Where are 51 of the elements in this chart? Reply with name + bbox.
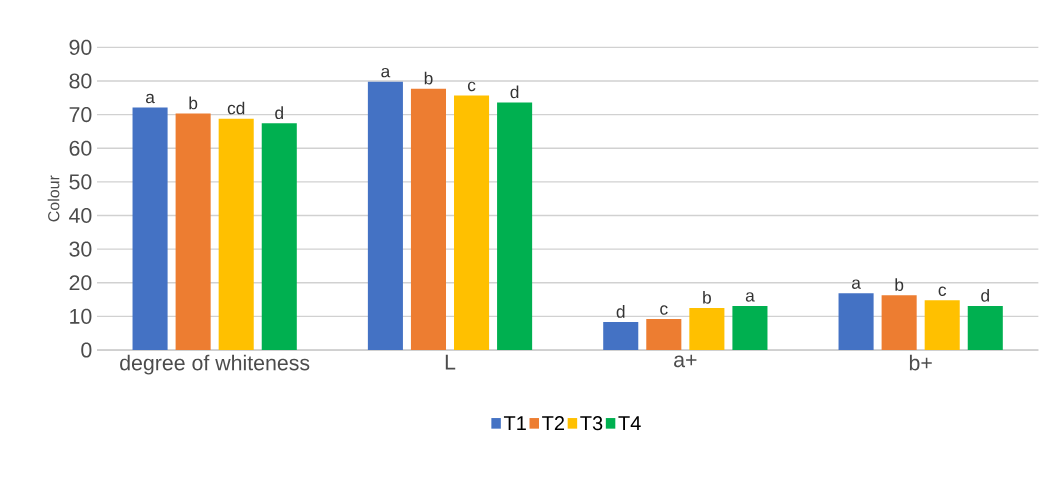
x-tick-label: b+ (909, 354, 932, 371)
bar (367, 81, 403, 350)
data-label: a (851, 279, 861, 289)
data-label: b (895, 278, 904, 291)
bar (924, 300, 960, 350)
y-axis-title: Colour (47, 175, 60, 222)
bar (603, 322, 639, 350)
bar (838, 293, 874, 350)
data-label: a (381, 67, 391, 78)
y-tick-label: 30 (69, 241, 92, 257)
y-tick-label: 0 (81, 342, 92, 358)
legend-label: T2 (542, 416, 565, 431)
bar (261, 123, 297, 350)
bar (732, 305, 768, 350)
legend-label: T3 (580, 416, 603, 431)
data-label: d (616, 305, 625, 318)
bar (175, 113, 211, 350)
legend-label: T4 (618, 416, 641, 430)
data-label: b (703, 290, 711, 304)
y-tick-label: 80 (69, 73, 92, 89)
data-label: cd (227, 101, 245, 115)
data-label: d (981, 288, 989, 302)
bar (218, 118, 254, 350)
bar (132, 107, 168, 350)
data-label: b (189, 96, 198, 110)
data-label: d (510, 85, 519, 99)
x-tick-label: a+ (674, 354, 697, 368)
y-tick-label: 20 (69, 275, 92, 291)
x-tick-label: degree of whiteness (120, 354, 310, 375)
bar (689, 307, 725, 350)
y-tick-label: 40 (69, 207, 92, 224)
bar (646, 319, 682, 350)
legend-label: T1 (503, 416, 526, 430)
data-label: c (660, 305, 668, 315)
bar (410, 88, 446, 350)
data-label: c (467, 81, 476, 92)
y-tick-label: 60 (69, 140, 92, 156)
y-tick-label: 70 (69, 107, 92, 123)
data-label: b (424, 71, 433, 85)
bar (454, 95, 490, 350)
x-tick-label: L (445, 354, 456, 370)
data-label: d (275, 106, 283, 120)
bar (967, 305, 1003, 350)
data-label: a (145, 93, 155, 104)
bar (497, 102, 533, 350)
bar (881, 295, 917, 350)
y-tick-label: 50 (69, 174, 92, 190)
y-tick-label: 90 (69, 39, 92, 55)
data-label: c (938, 286, 947, 296)
y-tick-label: 10 (70, 308, 92, 324)
data-label: a (745, 292, 755, 302)
